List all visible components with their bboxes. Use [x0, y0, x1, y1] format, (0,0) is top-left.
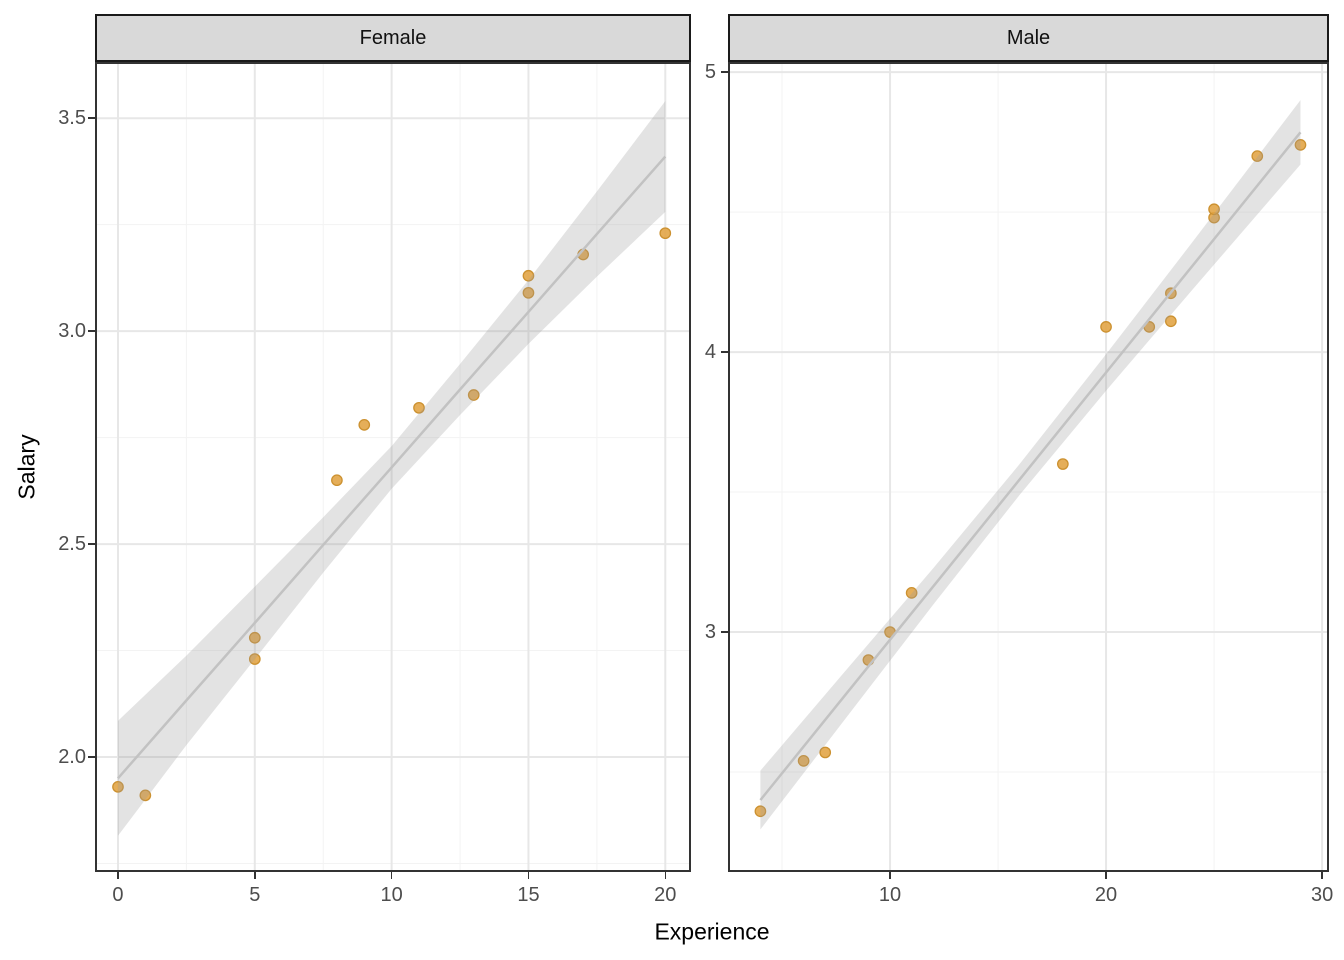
panel-border [728, 62, 1329, 872]
y-tick-label: 2.5 [58, 533, 86, 556]
y-tick-label: 3 [704, 621, 716, 644]
facet-strip-male: Male [728, 14, 1329, 62]
x-tick-mark [664, 872, 667, 879]
data-point [1100, 321, 1112, 333]
data-point [112, 780, 124, 793]
data-point [358, 418, 371, 431]
regression-line [117, 155, 667, 780]
data-point [522, 286, 535, 299]
data-point [659, 227, 672, 240]
regression-line [759, 131, 1302, 801]
x-tick-label: 15 [517, 884, 540, 906]
y-tick-label: 3.5 [58, 107, 86, 130]
x-tick-mark [527, 872, 530, 879]
data-point [467, 389, 480, 401]
x-tick-mark [117, 872, 119, 879]
x-tick-mark [1321, 872, 1323, 879]
data-point [331, 474, 343, 487]
facet-strip-label: Female [359, 26, 427, 49]
data-point [413, 401, 425, 414]
y-tick-mark [721, 631, 728, 633]
x-tick-mark [889, 872, 891, 879]
data-point [1251, 150, 1264, 162]
facet-strip-female: Female [95, 14, 691, 62]
x-tick-label: 10 [380, 884, 403, 906]
x-tick-label: 20 [1094, 884, 1118, 906]
y-tick-mark [88, 543, 95, 545]
y-tick-label: 3.0 [58, 320, 86, 343]
y-tick-label: 5 [704, 61, 716, 84]
panel-canvas-male [728, 62, 1329, 872]
y-tick-mark [88, 330, 95, 332]
x-tick-mark [254, 872, 256, 879]
y-tick-mark [88, 117, 95, 119]
y-tick-label: 4 [704, 341, 716, 364]
data-point [1208, 203, 1220, 216]
data-point [905, 587, 918, 599]
x-tick-mark [390, 872, 393, 879]
y-tick-mark [721, 71, 728, 73]
y-tick-label: 2.0 [58, 746, 86, 769]
panel-female [95, 62, 691, 872]
x-tick-mark [1105, 872, 1107, 879]
panel-male [728, 62, 1329, 872]
data-point [819, 746, 832, 759]
x-tick-label: 0 [112, 884, 124, 906]
x-tick-label: 10 [878, 884, 902, 906]
facet-strip-label: Male [1006, 26, 1051, 49]
data-point [754, 805, 767, 818]
data-point [1294, 139, 1307, 151]
x-tick-label: 30 [1310, 884, 1334, 906]
data-point [797, 754, 810, 767]
panel-border [95, 62, 691, 872]
data-point [248, 653, 261, 665]
y-tick-mark [88, 756, 95, 758]
data-point [1056, 458, 1069, 470]
data-point [1165, 315, 1177, 328]
y-tick-mark [721, 351, 728, 353]
panel-canvas-female [95, 62, 691, 872]
data-point [522, 269, 535, 282]
data-point [248, 631, 261, 644]
x-tick-label: 5 [249, 884, 261, 906]
x-tick-label: 20 [654, 884, 677, 906]
y-axis-title: Salary [13, 434, 40, 500]
x-axis-title: Experience [654, 918, 770, 945]
data-point [139, 789, 152, 802]
